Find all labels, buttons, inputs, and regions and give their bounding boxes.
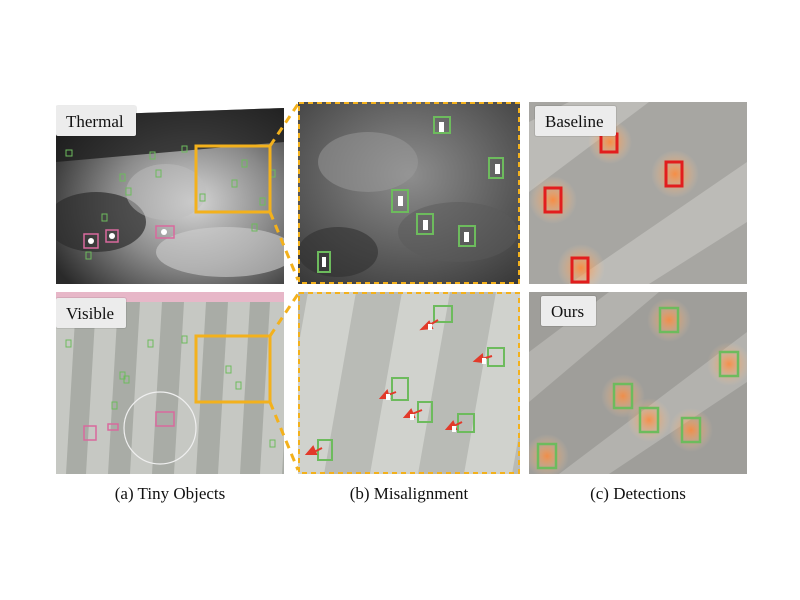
visible-zoom-image bbox=[298, 292, 520, 474]
visible-zoom-panel bbox=[298, 292, 520, 474]
thermal-image bbox=[56, 102, 284, 284]
ours-label: Ours bbox=[541, 296, 597, 326]
thermal-label: Thermal bbox=[56, 106, 136, 136]
thermal-image-panel: Thermal bbox=[56, 102, 284, 284]
baseline-detection-panel: Baseline bbox=[529, 102, 747, 284]
visible-image bbox=[56, 292, 284, 474]
visible-image-panel: Visible bbox=[56, 292, 284, 474]
baseline-label: Baseline bbox=[535, 106, 616, 136]
caption-misalignment: (b) Misalignment bbox=[349, 484, 469, 503]
caption-tiny-objects: (a) Tiny Objects bbox=[114, 484, 226, 503]
caption-detections: (c) Detections bbox=[590, 484, 686, 503]
visible-label: Visible bbox=[56, 298, 127, 328]
thermal-zoom-image bbox=[298, 102, 520, 284]
thermal-zoom-panel bbox=[298, 102, 520, 284]
ours-detection-panel: Ours bbox=[529, 292, 747, 474]
